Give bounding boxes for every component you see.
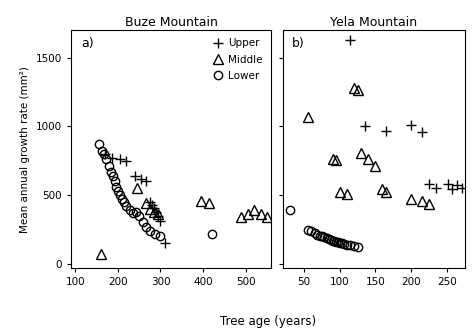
Title: Buze Mountain: Buze Mountain [125,16,218,29]
Title: Yela Mountain: Yela Mountain [330,16,417,29]
Text: Tree age (years): Tree age (years) [220,315,316,328]
Y-axis label: Mean annual growth rate (mm²): Mean annual growth rate (mm²) [20,66,30,232]
Text: b): b) [292,37,304,50]
Legend: Upper, Middle, Lower: Upper, Middle, Lower [209,36,266,84]
Text: a): a) [81,37,94,50]
